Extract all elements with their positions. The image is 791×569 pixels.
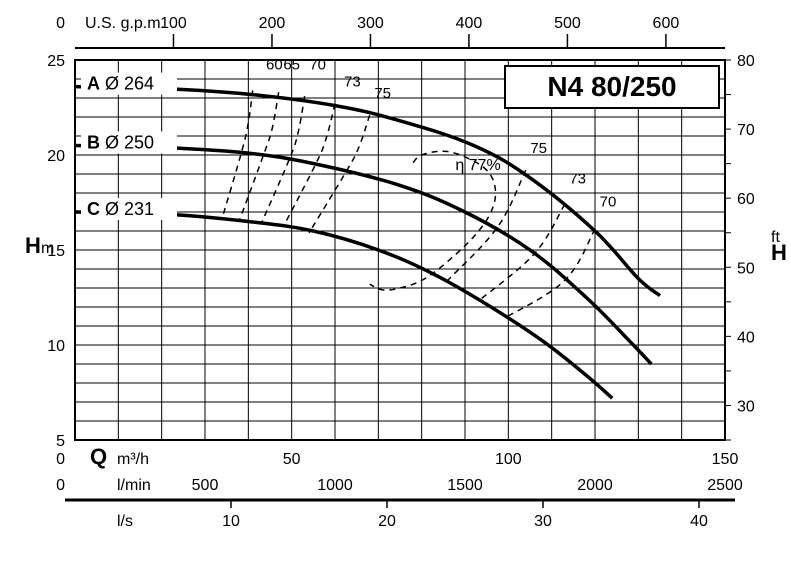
- x-m3h-label: m³/h: [117, 451, 149, 468]
- chart-title: N4 80/250: [547, 71, 676, 102]
- x-ls-tick: 40: [690, 513, 708, 530]
- curve-label-A: A Ø 264: [87, 74, 154, 94]
- iso-label: 75: [530, 140, 547, 157]
- x-m3h-tick: 150: [712, 451, 739, 468]
- y-ft-tick: 80: [737, 53, 755, 70]
- y-m-unit: m: [41, 240, 54, 257]
- x-lmin-tick: 2500: [707, 477, 743, 494]
- title-box: N4 80/250: [505, 66, 719, 108]
- x-m3h-zero: 0: [56, 451, 65, 468]
- y-m-tick: 10: [47, 338, 65, 355]
- y-m-tick: 5: [56, 433, 65, 450]
- x-lmin-tick: 1500: [447, 477, 483, 494]
- curve-label-C: C Ø 231: [87, 199, 154, 219]
- x-lmin-zero: 0: [56, 477, 65, 494]
- x-m3h-tick: 50: [283, 451, 301, 468]
- grid: [75, 60, 725, 440]
- y-m-tick: 20: [47, 148, 65, 165]
- curve-label-B: B Ø 250: [87, 133, 154, 153]
- iso-label: 70: [309, 57, 326, 74]
- y-ft-tick: 40: [737, 329, 755, 346]
- x-gpm-tick: 100: [160, 15, 187, 32]
- x-lmin-tick: 1000: [317, 477, 353, 494]
- x-gpm-tick: 200: [259, 15, 286, 32]
- y-ft-unit: ft: [771, 229, 780, 246]
- x-ls-tick: 30: [534, 513, 552, 530]
- iso-label: 65: [283, 57, 300, 74]
- iso-label: 70: [600, 193, 617, 210]
- iso-label: 75: [374, 85, 391, 102]
- iso-peak-label: η 77%: [455, 157, 500, 174]
- y-m-tick: 25: [47, 53, 65, 70]
- y-ft-tick: 50: [737, 260, 755, 277]
- x-ls-tick: 10: [222, 513, 240, 530]
- y-m-label: H: [25, 233, 41, 258]
- x-gpm-tick: 600: [653, 15, 680, 32]
- y-ft-tick: 30: [737, 398, 755, 415]
- x-gpm-label: U.S. g.p.m.: [85, 15, 165, 32]
- iso-label: 73: [344, 74, 361, 91]
- q-label: Q: [90, 444, 107, 469]
- iso-label: 73: [569, 171, 586, 188]
- x-gpm-tick: 300: [357, 15, 384, 32]
- x-lmin-tick: 500: [192, 477, 219, 494]
- x-ls-tick: 20: [378, 513, 396, 530]
- x-lmin-tick: 2000: [577, 477, 613, 494]
- y-ft-tick: 70: [737, 122, 755, 139]
- y-ft-tick: 60: [737, 191, 755, 208]
- iso-label: 60: [266, 57, 283, 74]
- x-gpm-tick: 400: [456, 15, 483, 32]
- x-gpm-tick: 500: [554, 15, 581, 32]
- x-lmin-label: l/min: [117, 477, 151, 494]
- x-m3h-tick: 100: [495, 451, 522, 468]
- x-gpm-zero: 0: [56, 15, 65, 32]
- x-ls-label: l/s: [117, 513, 133, 530]
